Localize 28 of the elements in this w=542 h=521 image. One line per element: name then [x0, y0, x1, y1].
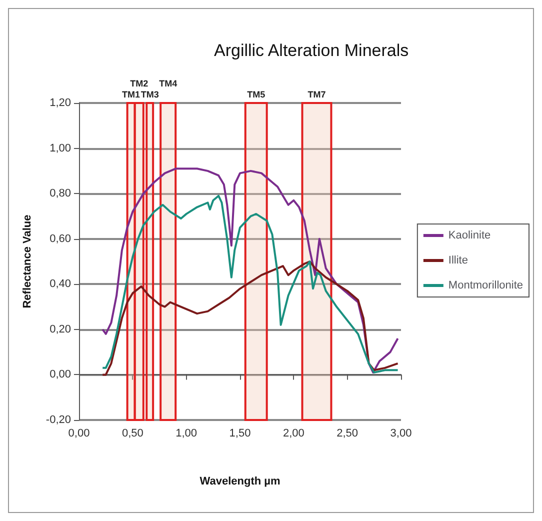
chart-title: Argillic Alteration Minerals	[214, 41, 409, 60]
y-axis-title: Reflectance Value	[22, 214, 34, 308]
x-tick-label: 0,00	[68, 428, 90, 440]
x-tick-label: 2,50	[336, 428, 358, 440]
y-tick-label: 0,60	[50, 232, 71, 245]
x-axis-title: Wavelength µm	[200, 476, 280, 488]
band-label: TM7	[308, 90, 326, 100]
x-tick-label: 1,50	[229, 428, 251, 440]
y-tick-label: 0,80	[50, 188, 71, 200]
band-label: TM4	[159, 78, 178, 88]
line-series	[102, 260, 399, 376]
x-tick-label: 1,00	[176, 428, 198, 440]
legend-label: Illite	[448, 254, 468, 266]
y-tick-label: 0,00	[50, 368, 71, 381]
band-label: TM5	[247, 90, 266, 100]
y-tick-label: 0,40	[50, 278, 71, 290]
legend-label: Kaolinite	[448, 230, 491, 242]
band-label: TM1	[122, 90, 140, 100]
band-label: TM3	[140, 90, 159, 100]
legend-label: Montmorillonite	[448, 280, 524, 292]
x-tick-label: 3,00	[390, 428, 412, 440]
x-tick-label: 2,00	[282, 428, 304, 440]
band-label: TM2	[130, 78, 148, 88]
y-tick-label: 0,20	[50, 323, 71, 336]
y-tick-label: -0,20	[46, 414, 71, 426]
x-tick-label: 0,50	[122, 428, 144, 440]
y-tick-label: 1,00	[50, 142, 71, 154]
y-tick-label: 1,20	[50, 97, 71, 109]
